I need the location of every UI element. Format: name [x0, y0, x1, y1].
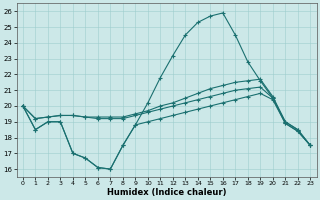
X-axis label: Humidex (Indice chaleur): Humidex (Indice chaleur): [107, 188, 226, 197]
